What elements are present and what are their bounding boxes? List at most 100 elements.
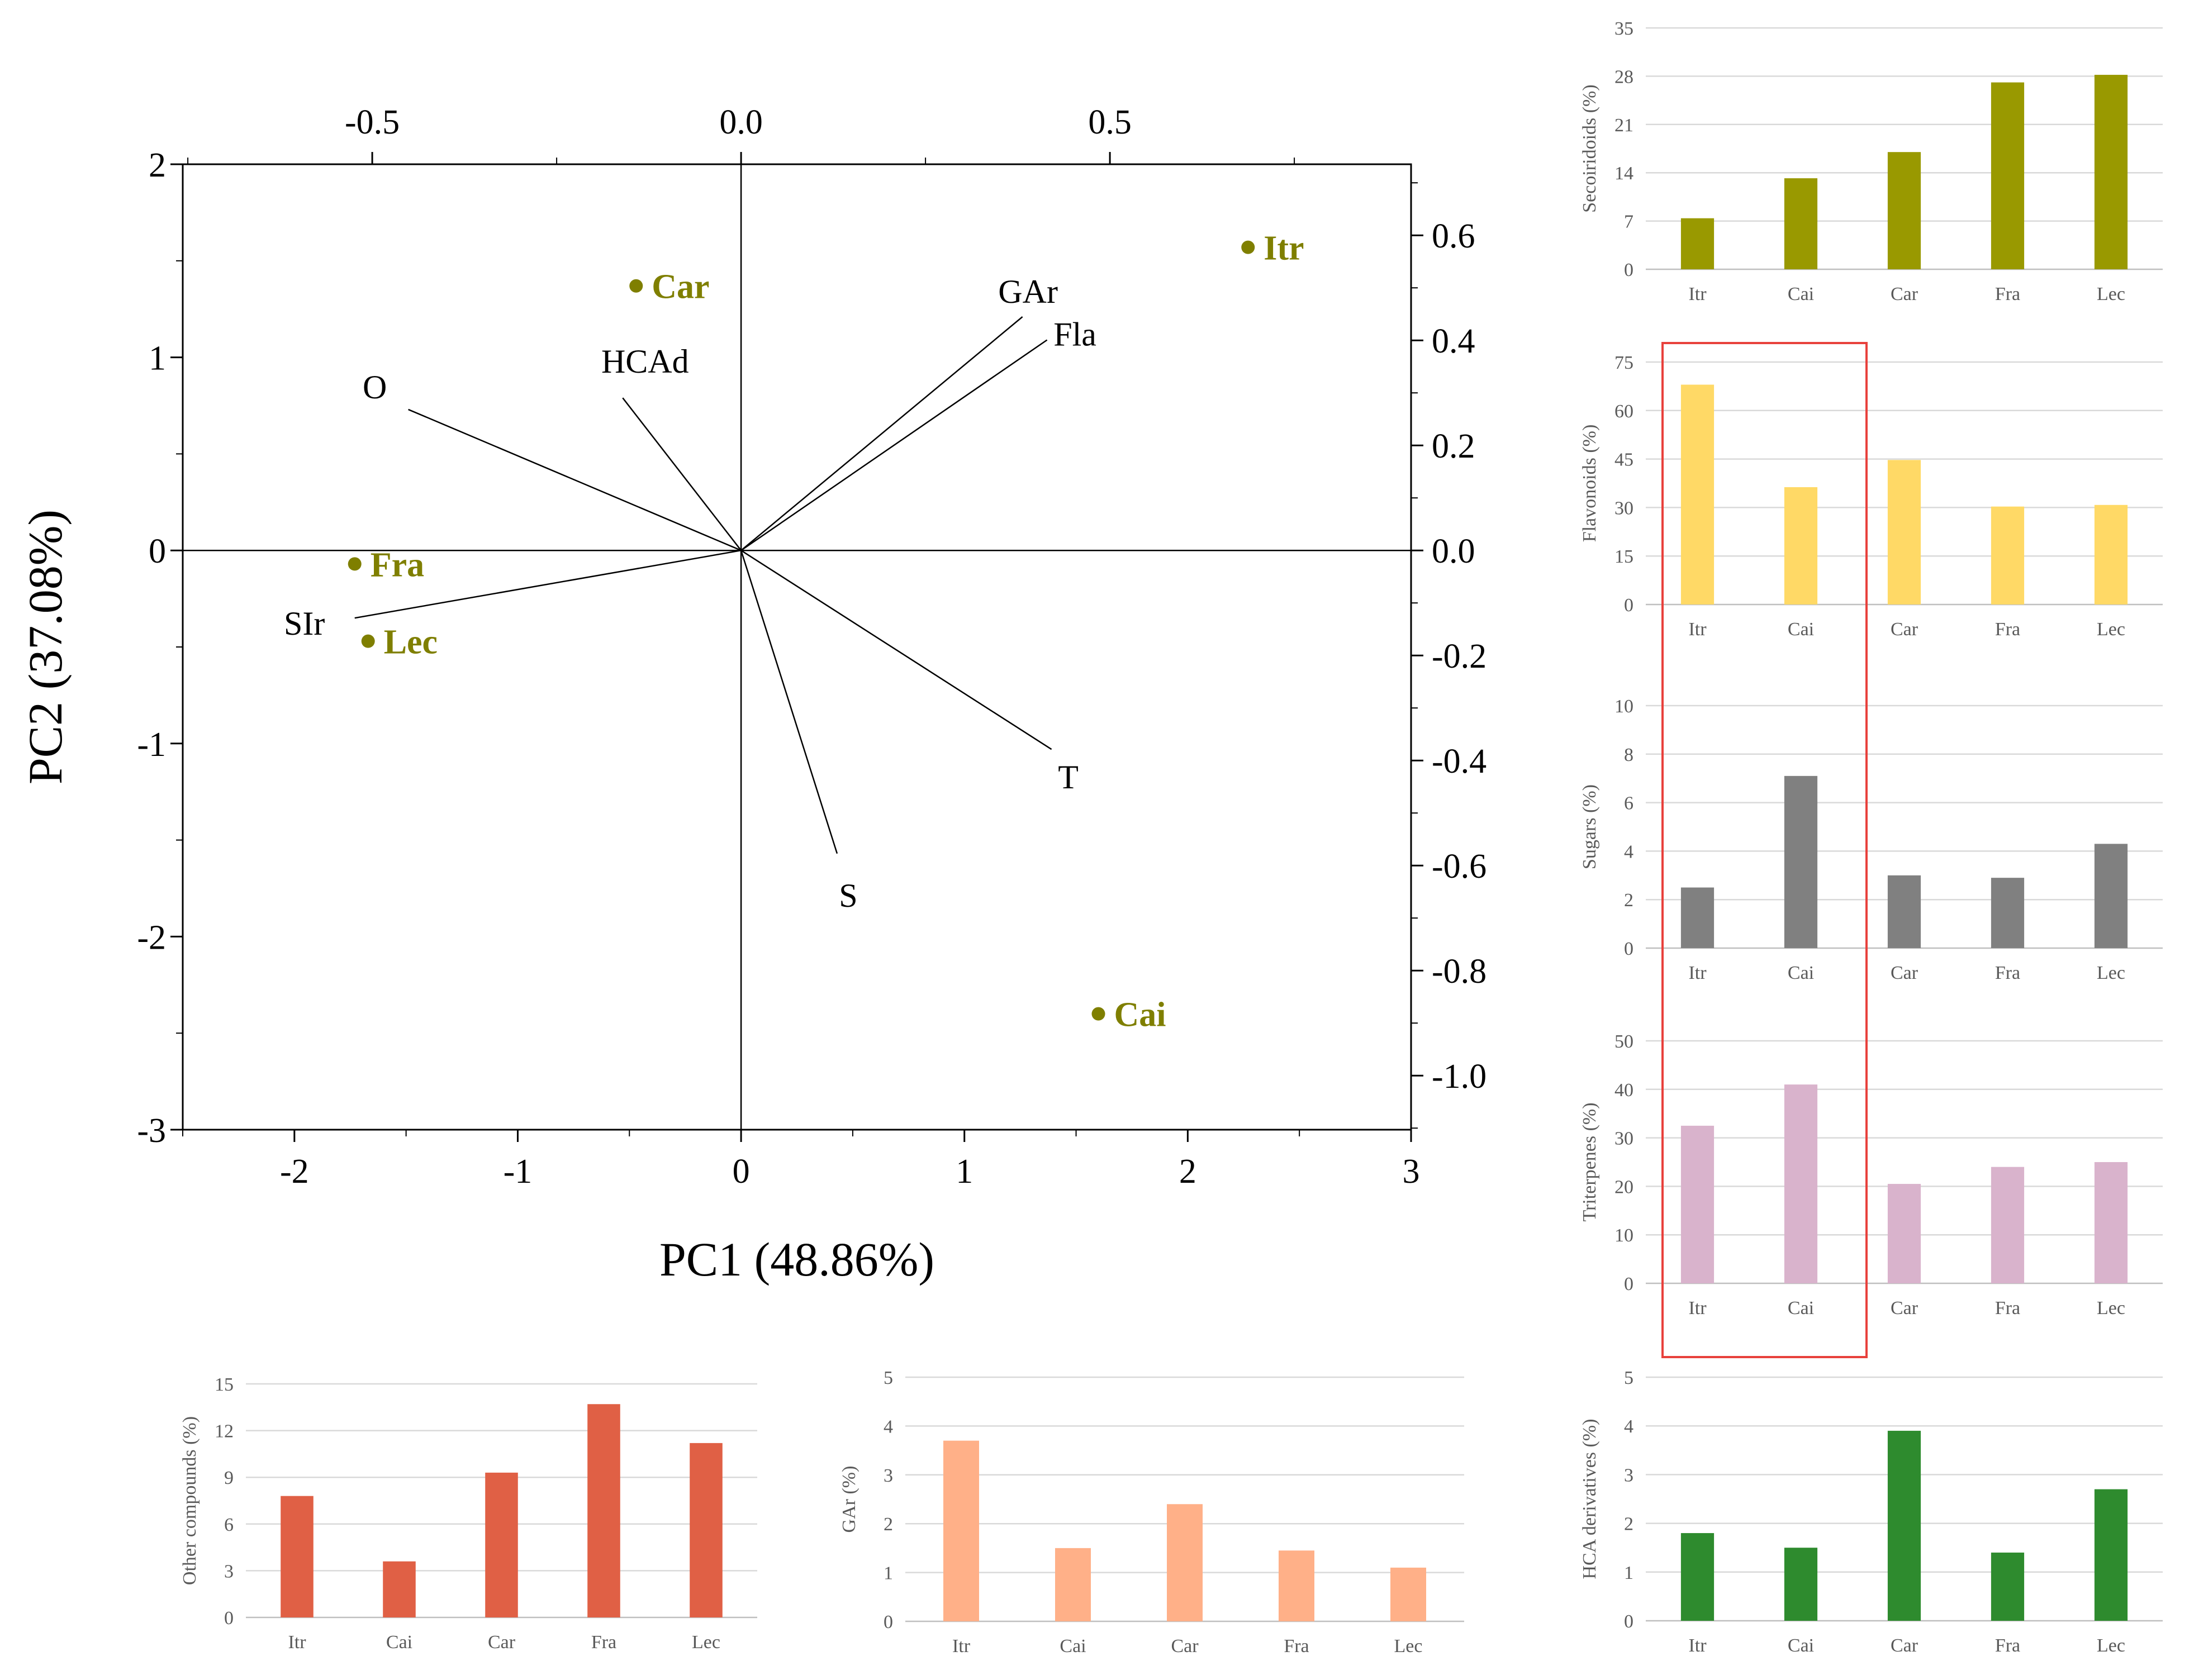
loading-label: T — [1058, 759, 1079, 796]
y-tick-label: 30 — [1614, 498, 1633, 518]
triterpenes-chart: 0 10 20 30 40 50 Triterpenes (%) Itr Cai Car Fra Le… — [1579, 1031, 2163, 1319]
y-tick-label: 6 — [1624, 793, 1633, 814]
y-tick-label: 1 — [884, 1563, 893, 1584]
loading-vector — [408, 408, 742, 551]
y-tick-label: 0 — [1624, 595, 1633, 616]
x-axis-title: PC1 (48.86%) — [659, 1232, 934, 1286]
bar — [1887, 1184, 1921, 1283]
loading-label: GAr — [998, 273, 1058, 310]
y-tick-label: 1 — [1624, 1563, 1633, 1583]
y-tick-label: 0 — [1624, 1274, 1633, 1294]
x-tick-label: Lec — [2097, 1298, 2125, 1319]
right-tick-label: -1.0 — [1432, 1058, 1487, 1096]
bar — [485, 1472, 518, 1617]
bar — [1991, 82, 2025, 269]
sugars-chart: 0 2 4 6 8 10 Sugars (%) Itr Cai Car Fra Lec — [1579, 696, 2163, 983]
right-tick-label: -0.6 — [1432, 848, 1487, 886]
bar — [1991, 506, 2025, 605]
y-tick-label: 10 — [1614, 696, 1633, 717]
x-tick-label: Fra — [1995, 1635, 2020, 1656]
y-tick-label: 4 — [1624, 841, 1633, 862]
top-tick-label: 0.0 — [719, 103, 763, 141]
y-tick-label: 0 — [1624, 939, 1633, 959]
y-tick-label: 60 — [1614, 401, 1633, 422]
x-tick-label: 0 — [733, 1153, 750, 1191]
y-tick-label: 10 — [1614, 1225, 1633, 1246]
x-tick-label: 1 — [956, 1153, 973, 1191]
y-tick-label: 3 — [1624, 1465, 1633, 1486]
y-tick-label: 7 — [1624, 212, 1633, 232]
bar — [1167, 1504, 1203, 1621]
x-tick-label: Car — [488, 1632, 516, 1653]
y-tick-label: 15 — [1614, 546, 1633, 567]
y-axis-title: Sugars (%) — [1579, 784, 1600, 869]
x-tick-label: Fra — [1995, 1298, 2020, 1319]
bar — [1887, 1430, 1921, 1621]
bar — [1680, 384, 1715, 605]
other-chart: 0 3 6 9 12 15 Other compounds (%) Itr Cai Car Fra L… — [179, 1374, 757, 1653]
y-tick-label: 45 — [1614, 450, 1633, 470]
bar — [1279, 1550, 1314, 1621]
right-tick-label: 0.6 — [1432, 217, 1475, 255]
flavonoids-chart: 0 15 30 45 60 75 Flavonoids (%) Itr Cai Car Fra Lec — [1579, 353, 2163, 640]
y-tick-label: 1 — [149, 340, 166, 378]
bar — [1680, 1125, 1715, 1283]
x-tick-label: Fra — [1995, 963, 2020, 983]
score-label: Lec — [384, 624, 438, 661]
y-tick-label: 21 — [1614, 115, 1633, 136]
y-tick-label: 50 — [1614, 1031, 1633, 1052]
x-tick-label: Lec — [2097, 619, 2125, 640]
x-tick-label: Itr — [1688, 1635, 1707, 1656]
x-tick-label: Cai — [1788, 619, 1814, 640]
right-tick-label: 0.2 — [1432, 427, 1475, 465]
y-tick-label: 0 — [1624, 260, 1633, 280]
y-tick-label: 0 — [1624, 1611, 1633, 1632]
y-tick-label: 4 — [1624, 1416, 1633, 1437]
y-tick-label: 3 — [884, 1465, 893, 1486]
y-tick-label: -3 — [137, 1112, 166, 1150]
x-tick-label: Cai — [1060, 1636, 1086, 1657]
bar — [2094, 505, 2128, 605]
loading-vector — [622, 397, 742, 551]
y-tick-label: 28 — [1614, 66, 1633, 87]
y-tick-label: 0 — [884, 1612, 893, 1633]
x-tick-label: Lec — [2097, 284, 2125, 304]
loading-vector — [354, 549, 742, 619]
y-tick-label: 0 — [149, 532, 166, 570]
loading-label: O — [363, 369, 387, 406]
y-tick-label: 5 — [884, 1368, 893, 1388]
score-label: Itr — [1264, 230, 1304, 268]
bar — [1784, 1084, 1818, 1283]
y-tick-label: 35 — [1614, 18, 1633, 39]
x-tick-label: 3 — [1403, 1153, 1420, 1191]
x-tick-label: Fra — [1995, 284, 2020, 304]
bar — [2094, 1489, 2128, 1621]
y-tick-label: 6 — [224, 1515, 234, 1535]
y-tick-label: 14 — [1614, 163, 1633, 184]
y-axis-title: Secoiridoids (%) — [1579, 84, 1600, 212]
x-tick-label: Lec — [1394, 1636, 1423, 1657]
x-tick-label: Itr — [1688, 284, 1707, 304]
y-tick-label: 8 — [1624, 745, 1633, 765]
x-tick-label: -2 — [280, 1153, 309, 1191]
right-tick-label: 0.4 — [1432, 322, 1475, 360]
y-tick-label: 3 — [224, 1561, 234, 1582]
loading-vector — [740, 316, 1023, 551]
bar — [2094, 844, 2128, 948]
bar — [2094, 1162, 2128, 1283]
bar — [943, 1440, 979, 1621]
loading-label: Fla — [1053, 316, 1096, 353]
highlight-box — [1661, 342, 1868, 1358]
loading-label: SIr — [284, 605, 325, 642]
score-point — [1091, 1007, 1105, 1021]
loading-vector — [740, 339, 1048, 551]
secoiridoids-chart: 0 7 14 21 28 35 Secoiridoids (%) Itr Cai Car Fra Le… — [1579, 18, 2163, 304]
y-tick-label: 75 — [1614, 353, 1633, 373]
y-tick-label: 2 — [1624, 1514, 1633, 1535]
y-tick-label: 0 — [224, 1608, 234, 1629]
x-tick-label: Cai — [1788, 284, 1814, 304]
score-point — [1241, 240, 1255, 254]
x-tick-label: Lec — [2097, 1635, 2125, 1656]
